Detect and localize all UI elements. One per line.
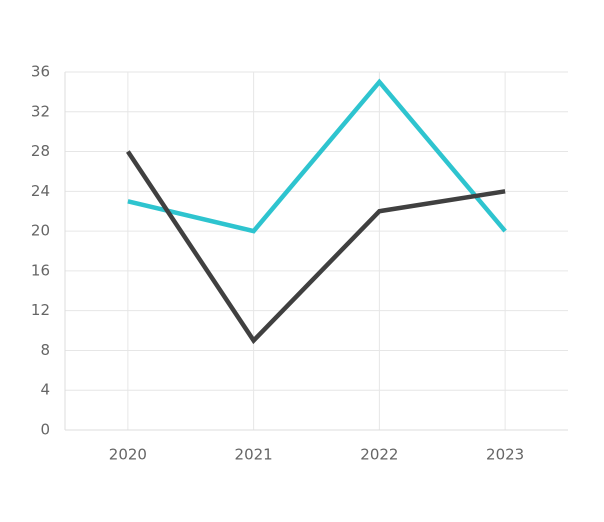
series-line [127, 78, 507, 234]
y-tick-label: 4 [40, 381, 50, 399]
x-tick-label: 2022 [360, 446, 398, 464]
y-tick-label: 28 [31, 142, 50, 160]
series-line [126, 150, 506, 345]
y-tick-label: 36 [31, 63, 50, 81]
x-tick-label: 2021 [235, 446, 273, 464]
y-tick-label: 32 [31, 102, 50, 120]
y-tick-label: 20 [31, 222, 50, 240]
y-tick-label: 16 [31, 261, 50, 279]
x-tick-label: 2023 [486, 446, 524, 464]
y-tick-label: 8 [40, 341, 50, 359]
x-tick-label: 2020 [109, 446, 147, 464]
y-tick-label: 24 [31, 182, 50, 200]
y-tick-label: 12 [31, 301, 50, 319]
y-tick-label: 0 [40, 421, 50, 439]
